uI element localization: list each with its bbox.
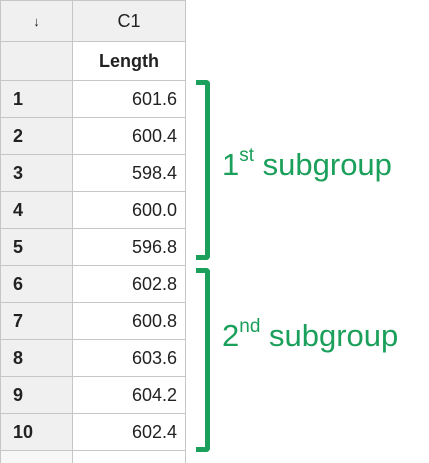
row-number[interactable]: 3 [1,155,73,192]
data-cell[interactable]: 600.8 [73,303,186,340]
row-number[interactable]: 6 [1,266,73,303]
data-cell[interactable]: 602.4 [73,414,186,451]
subgroup-1-number: 1 [222,147,240,182]
data-cell[interactable]: 604.2 [73,377,186,414]
table-row: 10 602.4 [1,414,186,451]
row-number[interactable]: 4 [1,192,73,229]
column-header-row: ↓ C1 [1,1,186,42]
table-row: 5 596.8 [1,229,186,266]
subgroup-2-number: 2 [222,318,240,353]
subgroup-2-ordinal: nd [239,316,261,337]
data-cell[interactable]: 600.4 [73,118,186,155]
subgroup-1-bracket-top [196,80,202,85]
data-cell[interactable]: 596.8 [73,229,186,266]
row-number[interactable]: 1 [1,81,73,118]
subgroup-1-text: subgroup [254,147,392,182]
subgroup-2-bracket [196,268,210,452]
table-row: 7 600.8 [1,303,186,340]
table-row: 6 602.8 [1,266,186,303]
table-row: 9 604.2 [1,377,186,414]
subgroup-2-label: 2nd subgroup [222,316,399,354]
row-number[interactable]: 7 [1,303,73,340]
subgroup-1-bracket [196,80,210,260]
column-name-row: Length [1,42,186,81]
name-row-header [1,42,73,81]
data-cell[interactable] [73,451,186,463]
data-cell[interactable]: 598.4 [73,155,186,192]
row-number[interactable]: 2 [1,118,73,155]
row-number[interactable] [1,451,73,463]
data-cell[interactable]: 602.8 [73,266,186,303]
column-header-c1[interactable]: C1 [73,1,186,42]
sort-arrow-icon[interactable]: ↓ [1,1,73,42]
row-number[interactable]: 10 [1,414,73,451]
table-row: 4 600.0 [1,192,186,229]
row-number[interactable]: 5 [1,229,73,266]
subgroup-2-text: subgroup [260,318,399,353]
data-cell[interactable]: 603.6 [73,340,186,377]
table-row: 3 598.4 [1,155,186,192]
row-number[interactable]: 9 [1,377,73,414]
subgroup-1-label: 1st subgroup [222,145,392,183]
worksheet-grid: ↓ C1 Length 1 601.6 2 600.4 3 598.4 4 60… [0,0,186,463]
row-number[interactable]: 8 [1,340,73,377]
table-row-partial [1,451,186,463]
table-row: 8 603.6 [1,340,186,377]
table-row: 1 601.6 [1,81,186,118]
subgroup-1-ordinal: st [239,145,255,166]
table-row: 2 600.4 [1,118,186,155]
data-cell[interactable]: 600.0 [73,192,186,229]
column-name-length[interactable]: Length [73,42,186,81]
data-cell[interactable]: 601.6 [73,81,186,118]
